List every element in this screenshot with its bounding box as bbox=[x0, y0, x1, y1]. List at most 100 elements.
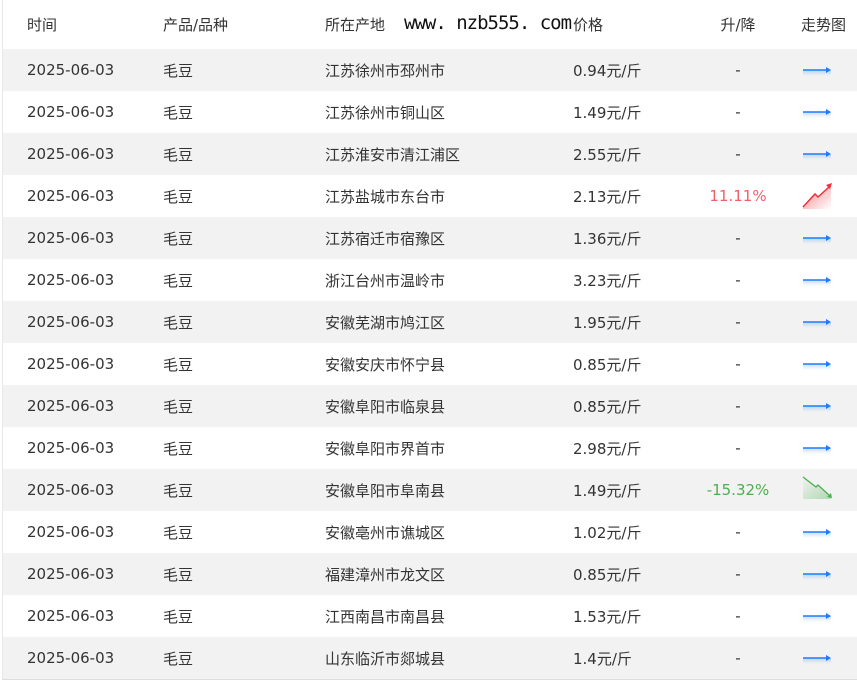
product-cell: 毛豆 bbox=[163, 229, 194, 248]
product-cell: 毛豆 bbox=[163, 103, 194, 122]
price-cell: 1.49元/斤 bbox=[573, 103, 642, 122]
table-row: 2025-06-03 毛豆 安徽亳州市谯城区 1.02元/斤 - bbox=[3, 511, 857, 553]
location-cell: 安徽阜阳市界首市 bbox=[325, 439, 446, 458]
price-cell: 1.49元/斤 bbox=[573, 481, 642, 500]
table-row: 2025-06-03 毛豆 江苏盐城市东台市 2.13元/斤 11.11% bbox=[3, 175, 857, 217]
trend-flat-icon bbox=[801, 567, 833, 585]
trend-flat-icon bbox=[801, 273, 833, 291]
product-cell: 毛豆 bbox=[163, 607, 194, 626]
date-cell: 2025-06-03 bbox=[27, 145, 115, 163]
change-cell: - bbox=[735, 313, 741, 331]
date-cell: 2025-06-03 bbox=[27, 271, 115, 289]
date-cell: 2025-06-03 bbox=[27, 439, 115, 457]
location-cell: 安徽阜阳市阜南县 bbox=[325, 481, 446, 500]
trend-flat-icon bbox=[801, 231, 833, 249]
table-row: 2025-06-03 毛豆 江苏宿迁市宿豫区 1.36元/斤 - bbox=[3, 217, 857, 259]
date-cell: 2025-06-03 bbox=[27, 313, 115, 331]
location-cell: 江苏淮安市清江浦区 bbox=[325, 145, 461, 164]
table-row: 2025-06-03 毛豆 安徽芜湖市鸠江区 1.95元/斤 - bbox=[3, 301, 857, 343]
product-cell: 毛豆 bbox=[163, 565, 194, 584]
watermark: www. nzb555. com bbox=[402, 12, 574, 34]
table-header: 时间 产品/品种 所在产地 价格 升/降 走势图 bbox=[3, 0, 857, 49]
change-cell: - bbox=[735, 61, 741, 79]
product-cell: 毛豆 bbox=[163, 61, 194, 80]
price-cell: 1.53元/斤 bbox=[573, 607, 642, 626]
change-cell: - bbox=[735, 523, 741, 541]
date-cell: 2025-06-03 bbox=[27, 565, 115, 583]
table-row: 2025-06-03 毛豆 福建漳州市龙文区 0.85元/斤 - bbox=[3, 553, 857, 595]
price-cell: 3.23元/斤 bbox=[573, 271, 642, 290]
location-cell: 江苏徐州市铜山区 bbox=[325, 103, 446, 122]
price-cell: 0.85元/斤 bbox=[573, 397, 642, 416]
trend-flat-icon bbox=[801, 399, 833, 417]
date-cell: 2025-06-03 bbox=[27, 187, 115, 205]
date-cell: 2025-06-03 bbox=[27, 481, 115, 499]
location-cell: 安徽安庆市怀宁县 bbox=[325, 355, 446, 374]
trend-flat-icon bbox=[801, 147, 833, 165]
trend-flat-icon bbox=[801, 105, 833, 123]
location-cell: 江西南昌市南昌县 bbox=[325, 607, 446, 626]
trend-up-icon bbox=[801, 181, 833, 215]
location-cell: 安徽阜阳市临泉县 bbox=[325, 397, 446, 416]
date-cell: 2025-06-03 bbox=[27, 103, 115, 121]
table-row: 2025-06-03 毛豆 江苏徐州市铜山区 1.49元/斤 - bbox=[3, 91, 857, 133]
header-price: 价格 bbox=[573, 16, 604, 34]
location-cell: 山东临沂市郯城县 bbox=[325, 649, 446, 668]
table-row: 2025-06-03 毛豆 浙江台州市温岭市 3.23元/斤 - bbox=[3, 259, 857, 301]
price-cell: 2.13元/斤 bbox=[573, 187, 642, 206]
date-cell: 2025-06-03 bbox=[27, 61, 115, 79]
header-time: 时间 bbox=[27, 16, 58, 34]
table-row: 2025-06-03 毛豆 江苏淮安市清江浦区 2.55元/斤 - bbox=[3, 133, 857, 175]
product-cell: 毛豆 bbox=[163, 481, 194, 500]
table-row: 2025-06-03 毛豆 安徽阜阳市阜南县 1.49元/斤 -15.32% bbox=[3, 469, 857, 511]
price-cell: 2.55元/斤 bbox=[573, 145, 642, 164]
price-cell: 1.02元/斤 bbox=[573, 523, 642, 542]
table-row: 2025-06-03 毛豆 安徽阜阳市临泉县 0.85元/斤 - bbox=[3, 385, 857, 427]
date-cell: 2025-06-03 bbox=[27, 397, 115, 415]
product-cell: 毛豆 bbox=[163, 313, 194, 332]
header-location: 所在产地 bbox=[325, 16, 386, 34]
table-row: 2025-06-03 毛豆 安徽阜阳市界首市 2.98元/斤 - bbox=[3, 427, 857, 469]
table-row: 2025-06-03 毛豆 江苏徐州市邳州市 0.94元/斤 - bbox=[3, 49, 857, 91]
product-cell: 毛豆 bbox=[163, 187, 194, 206]
trend-flat-icon bbox=[801, 441, 833, 459]
table-row: 2025-06-03 毛豆 江西南昌市南昌县 1.53元/斤 - bbox=[3, 595, 857, 637]
product-cell: 毛豆 bbox=[163, 649, 194, 668]
table-body: 2025-06-03 毛豆 江苏徐州市邳州市 0.94元/斤 - 2025-06… bbox=[3, 49, 857, 679]
price-cell: 0.85元/斤 bbox=[573, 355, 642, 374]
location-cell: 安徽亳州市谯城区 bbox=[325, 523, 446, 542]
location-cell: 江苏宿迁市宿豫区 bbox=[325, 229, 446, 248]
product-cell: 毛豆 bbox=[163, 145, 194, 164]
location-cell: 江苏盐城市东台市 bbox=[325, 187, 446, 206]
price-cell: 0.94元/斤 bbox=[573, 61, 642, 80]
change-cell: - bbox=[735, 649, 741, 667]
date-cell: 2025-06-03 bbox=[27, 523, 115, 541]
header-trend: 走势图 bbox=[801, 16, 847, 34]
table-row: 2025-06-03 毛豆 山东临沂市郯城县 1.4元/斤 - bbox=[3, 637, 857, 679]
location-cell: 安徽芜湖市鸠江区 bbox=[325, 313, 446, 332]
trend-flat-icon bbox=[801, 63, 833, 81]
change-cell: - bbox=[735, 439, 741, 457]
product-cell: 毛豆 bbox=[163, 439, 194, 458]
trend-flat-icon bbox=[801, 315, 833, 333]
product-cell: 毛豆 bbox=[163, 397, 194, 416]
date-cell: 2025-06-03 bbox=[27, 649, 115, 667]
change-cell: 11.11% bbox=[709, 187, 767, 205]
change-cell: - bbox=[735, 145, 741, 163]
date-cell: 2025-06-03 bbox=[27, 355, 115, 373]
trend-flat-icon bbox=[801, 525, 833, 543]
product-cell: 毛豆 bbox=[163, 523, 194, 542]
change-cell: - bbox=[735, 565, 741, 583]
trend-flat-icon bbox=[801, 651, 833, 669]
trend-down-icon bbox=[801, 475, 833, 505]
change-cell: - bbox=[735, 607, 741, 625]
change-cell: - bbox=[735, 229, 741, 247]
date-cell: 2025-06-03 bbox=[27, 607, 115, 625]
location-cell: 江苏徐州市邳州市 bbox=[325, 61, 446, 80]
trend-flat-icon bbox=[801, 357, 833, 375]
change-cell: - bbox=[735, 355, 741, 373]
date-cell: 2025-06-03 bbox=[27, 229, 115, 247]
price-cell: 1.36元/斤 bbox=[573, 229, 642, 248]
product-cell: 毛豆 bbox=[163, 355, 194, 374]
